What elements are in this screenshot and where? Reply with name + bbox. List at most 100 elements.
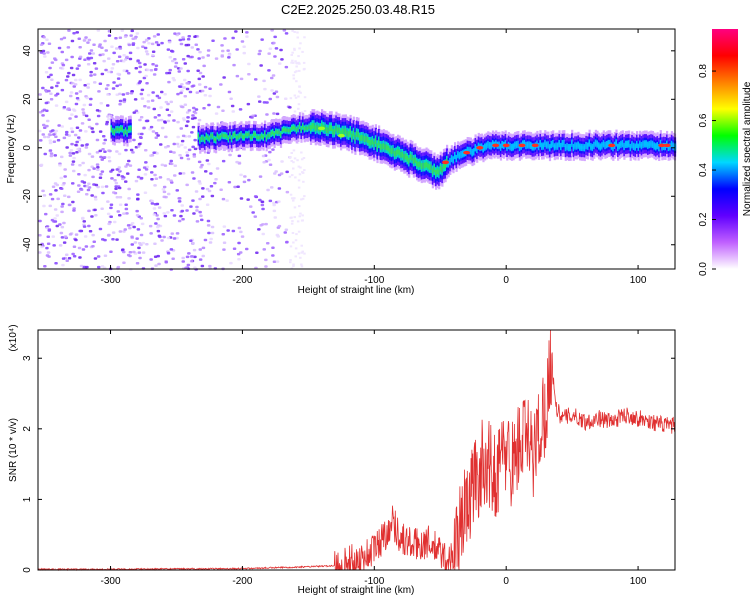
spectrogram-cell bbox=[185, 111, 190, 114]
spectrogram-cell bbox=[262, 101, 267, 104]
spectrogram-ridge-cell bbox=[338, 127, 341, 134]
spectrogram-peak bbox=[337, 133, 345, 138]
spectrogram-cell bbox=[98, 176, 103, 179]
spectrogram-cell bbox=[128, 164, 133, 167]
spectrogram-x-tick-label: 100 bbox=[630, 275, 647, 286]
spectrogram-cell bbox=[71, 200, 75, 204]
spectrogram-cell bbox=[157, 96, 162, 100]
spectrogram-cell bbox=[203, 94, 208, 97]
spectrogram-ridge-cell bbox=[218, 135, 221, 140]
spectrogram-cell bbox=[203, 85, 208, 89]
spectrogram-cell bbox=[65, 146, 69, 149]
spectrogram-cell bbox=[292, 61, 295, 64]
spectrogram-cell bbox=[95, 163, 100, 166]
spectrogram-cell bbox=[257, 52, 261, 56]
spectrogram-ridge-cell bbox=[230, 136, 233, 141]
spectrogram-cell bbox=[301, 214, 304, 217]
spectrogram-cell bbox=[264, 222, 268, 226]
spectrogram-ridge-cell bbox=[286, 128, 289, 132]
spectrogram-cell bbox=[181, 172, 186, 175]
spectrogram-cell bbox=[162, 190, 167, 194]
spectrogram-cell bbox=[43, 265, 47, 268]
spectrogram-cell bbox=[294, 239, 298, 242]
spectrogram-ridge-cell bbox=[438, 169, 441, 176]
spectrogram-cell bbox=[237, 241, 241, 245]
spectrogram-cell bbox=[296, 159, 299, 162]
spectrogram-ridge-cell bbox=[387, 145, 390, 152]
spectrogram-cell bbox=[153, 116, 158, 119]
spectrogram-cell bbox=[46, 135, 51, 139]
spectrogram-cell bbox=[130, 235, 134, 238]
spectrogram-cell bbox=[85, 265, 89, 269]
spectrogram-cell bbox=[113, 220, 117, 224]
spectrogram-cell bbox=[230, 104, 235, 108]
spectrogram-cell bbox=[154, 41, 159, 44]
spectrogram-cell bbox=[204, 170, 208, 173]
spectrogram-cell bbox=[268, 163, 273, 166]
spectrogram-cell bbox=[299, 212, 302, 215]
spectrogram-cell bbox=[89, 70, 93, 74]
spectrogram-cell bbox=[294, 255, 297, 258]
spectrogram-ridge-cell bbox=[623, 144, 626, 149]
spectrogram-cell bbox=[169, 159, 173, 163]
spectrogram-cell bbox=[176, 120, 180, 124]
spectrogram-cell bbox=[303, 96, 307, 99]
spectrogram-ridge-cell bbox=[558, 141, 561, 146]
spectrogram-cell bbox=[46, 251, 51, 254]
spectrogram-ridge-cell bbox=[618, 143, 621, 148]
spectrogram-cell bbox=[297, 103, 301, 106]
spectrogram-cell bbox=[117, 152, 122, 156]
spectrogram-cell bbox=[297, 95, 300, 98]
spectrogram-cell bbox=[208, 94, 212, 98]
spectrogram-cell bbox=[290, 160, 293, 162]
spectrogram-cell bbox=[160, 239, 164, 242]
spectrogram-cell bbox=[169, 150, 173, 153]
spectrogram-cell bbox=[191, 199, 195, 202]
spectrogram-cell bbox=[132, 250, 136, 254]
spectrogram-ridge-cell bbox=[124, 129, 127, 133]
snr-plot-area bbox=[38, 330, 675, 570]
spectrogram-cell bbox=[185, 154, 190, 157]
spectrogram-cell bbox=[105, 120, 109, 124]
spectrogram-cell bbox=[257, 228, 261, 231]
spectrogram-ridge-cell bbox=[115, 127, 118, 132]
spectrogram-x-tick-label: -200 bbox=[232, 275, 252, 286]
spectrogram-cell bbox=[153, 184, 157, 187]
spectrogram-cell bbox=[54, 129, 59, 133]
spectrogram-cell bbox=[161, 188, 166, 191]
spectrogram-cell bbox=[86, 82, 91, 86]
spectrogram-cell bbox=[93, 73, 97, 76]
spectrogram-cell bbox=[124, 180, 128, 183]
spectrogram-cell bbox=[89, 97, 93, 101]
spectrogram-y-tick-label: 20 bbox=[22, 93, 33, 105]
spectrogram-ridge-cell bbox=[510, 145, 514, 150]
spectrogram-cell bbox=[74, 233, 79, 236]
spectrogram-cell bbox=[166, 252, 171, 255]
spectrogram-cell bbox=[294, 247, 298, 250]
spectrogram-cell bbox=[74, 92, 79, 95]
spectrogram-cell bbox=[169, 100, 173, 104]
spectrogram-cell bbox=[273, 35, 277, 39]
spectrogram-ridge-cell bbox=[294, 126, 297, 130]
spectrogram-ridge-cell bbox=[449, 159, 452, 164]
spectrogram-cell bbox=[150, 199, 154, 203]
spectrogram-cell bbox=[137, 132, 141, 136]
spectrogram-ridge-cell bbox=[205, 134, 208, 138]
spectrogram-cell bbox=[86, 86, 90, 89]
spectrogram-cell bbox=[83, 173, 87, 177]
spectrogram-cell bbox=[104, 49, 108, 52]
spectrogram-cell bbox=[282, 29, 287, 32]
spectrogram-cell bbox=[47, 228, 52, 231]
spectrogram-ridge-cell bbox=[213, 137, 216, 142]
spectrogram-cell bbox=[84, 146, 89, 149]
spectrogram-cell bbox=[193, 266, 197, 269]
spectrogram-cell bbox=[222, 241, 227, 244]
spectrogram-ridge-cell bbox=[672, 144, 675, 148]
spectrogram-cell bbox=[268, 47, 273, 50]
spectrogram-ridge-cell bbox=[265, 136, 268, 140]
spectrogram-cell bbox=[226, 49, 230, 52]
spectrogram-cell bbox=[293, 48, 296, 51]
spectrogram-cell bbox=[50, 61, 55, 64]
spectrogram-cell bbox=[52, 244, 56, 247]
spectrogram-cell bbox=[191, 125, 196, 129]
